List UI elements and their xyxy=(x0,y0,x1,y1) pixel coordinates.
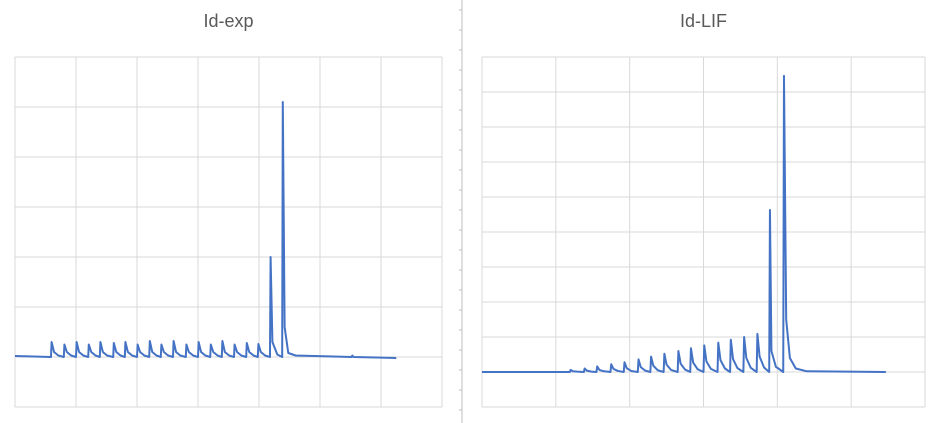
data-line xyxy=(14,101,397,359)
chart-title: Id-LIF xyxy=(680,11,727,31)
divider xyxy=(459,0,463,423)
chart-title: Id-exp xyxy=(203,11,253,31)
data-line xyxy=(482,74,886,373)
